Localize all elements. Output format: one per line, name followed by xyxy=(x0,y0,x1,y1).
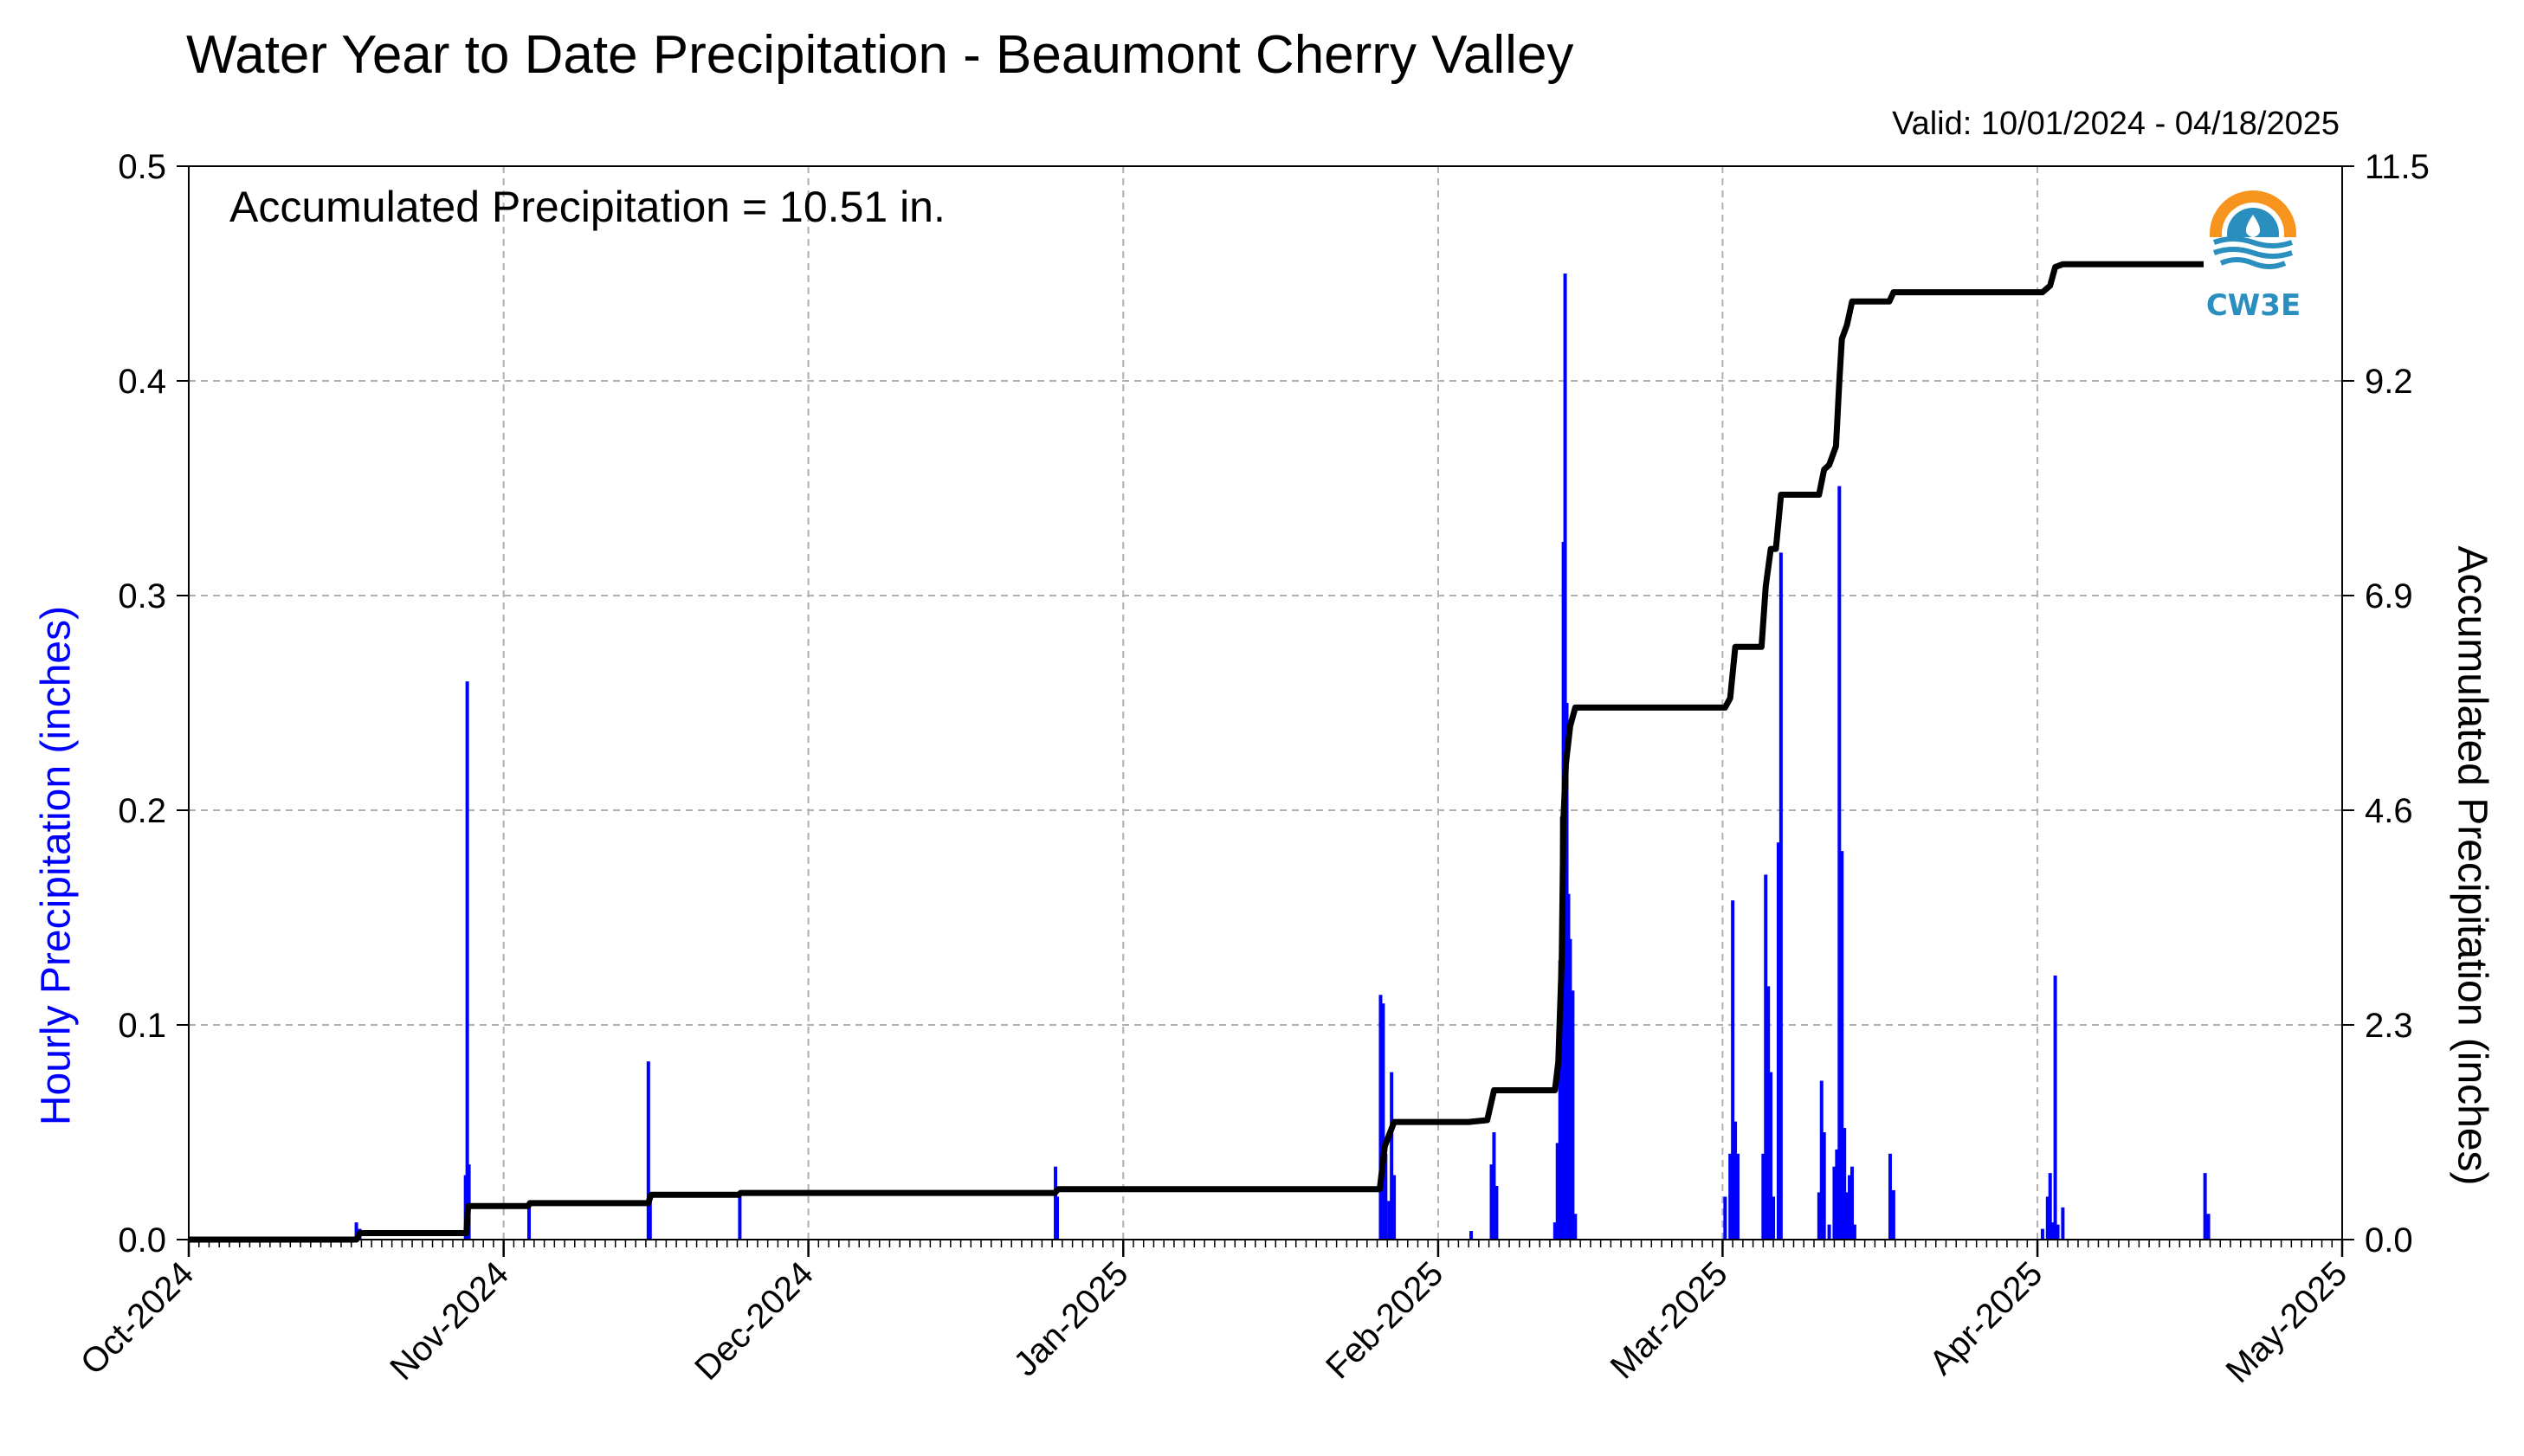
precip-bar xyxy=(2203,1173,2207,1240)
right-y-tick-label: 11.5 xyxy=(2365,148,2430,186)
left-y-tick-label: 0.5 xyxy=(118,148,166,186)
x-tick-label: Oct-2024 xyxy=(74,1254,201,1382)
precip-bar xyxy=(1778,552,1783,1240)
precip-bar xyxy=(1392,1175,1397,1240)
left-y-tick-label: 0.2 xyxy=(118,792,166,830)
precip-bar xyxy=(1555,1143,1559,1240)
accumulated-total-annotation: Accumulated Precipitation = 10.51 in. xyxy=(229,183,946,231)
precip-bar xyxy=(1390,1072,1394,1240)
right-y-axis-label: Accumulated Precipitation (inches) xyxy=(2449,545,2495,1186)
left-y-tick-label: 0.4 xyxy=(118,363,166,401)
precip-bar xyxy=(2053,975,2057,1240)
precip-bar xyxy=(1381,1003,1385,1240)
axis-ticks xyxy=(177,165,2354,1257)
precip-bar xyxy=(1494,1186,1499,1240)
x-tick-label: Apr-2025 xyxy=(1922,1254,2050,1382)
precip-bar xyxy=(1568,938,1572,1240)
precip-bar xyxy=(1378,995,1383,1240)
precip-bar xyxy=(1772,1196,1776,1240)
precip-bar xyxy=(2040,1228,2044,1240)
precip-bar xyxy=(2045,1196,2050,1240)
precip-bar xyxy=(738,1196,742,1240)
precip-bar xyxy=(1835,1149,1839,1240)
precip-bar xyxy=(1832,1166,1837,1240)
precip-bar xyxy=(648,1196,652,1240)
precip-bar xyxy=(526,1207,531,1240)
precip-bar xyxy=(1843,1128,1847,1240)
x-tick-label: Nov-2024 xyxy=(383,1254,516,1388)
right-y-tick-labels: 0.0 2.3 4.6 6.9 9.2 11.5 xyxy=(2365,148,2430,1260)
precip-bar xyxy=(2206,1214,2211,1240)
precip-bar xyxy=(1769,1072,1773,1240)
left-y-tick-labels: 0.0 0.1 0.2 0.3 0.4 0.5 xyxy=(118,148,166,1260)
precip-bar xyxy=(646,1061,650,1240)
precip-bar xyxy=(1731,900,1735,1240)
x-tick-labels: Oct-2024 Nov-2024 Dec-2024 Jan-2025 Feb-2025… xyxy=(74,1254,2354,1390)
left-y-tick-label: 0.1 xyxy=(118,1007,166,1045)
x-tick-label: Jan-2025 xyxy=(1007,1254,1136,1383)
precip-bar xyxy=(1571,990,1575,1240)
precip-bar xyxy=(1492,1132,1496,1240)
precip-bar xyxy=(1849,1166,1854,1240)
right-y-tick-label: 0.0 xyxy=(2365,1221,2413,1260)
precip-bar xyxy=(465,681,469,1240)
valid-date-range: Valid: 10/01/2024 - 04/18/2025 xyxy=(1892,106,2340,142)
precip-bar xyxy=(1469,1231,1474,1240)
right-y-tick-label: 4.6 xyxy=(2365,792,2413,830)
precip-bar xyxy=(1891,1189,1895,1240)
left-y-axis-label: Hourly Precipitation (inches) xyxy=(33,605,80,1126)
precip-bar xyxy=(1852,1224,1856,1240)
precip-bar xyxy=(1761,1153,1766,1240)
x-tick-label: May-2025 xyxy=(2218,1254,2354,1390)
x-tick-label: Mar-2025 xyxy=(1604,1254,1735,1386)
precip-bar xyxy=(1827,1224,1831,1240)
precip-bar xyxy=(1817,1192,1821,1240)
precip-bar xyxy=(1776,842,1780,1240)
precip-bar xyxy=(1723,1196,1727,1240)
precip-bar xyxy=(1573,1214,1578,1240)
plot-frame xyxy=(188,165,2343,1240)
precip-bar xyxy=(1845,1192,1849,1240)
accumulated-precipitation-line xyxy=(189,256,2213,1243)
precip-bar xyxy=(1822,1132,1826,1240)
precip-bar xyxy=(1728,1153,1733,1240)
precip-bar xyxy=(2050,1222,2055,1240)
right-y-tick-label: 6.9 xyxy=(2365,577,2413,615)
left-y-tick-label: 0.3 xyxy=(118,577,166,615)
cw3e-logo-icon xyxy=(2204,190,2303,286)
precip-bar xyxy=(1848,1175,1852,1240)
precip-bar xyxy=(1840,851,1844,1240)
x-tick-label: Dec-2024 xyxy=(687,1254,821,1388)
precip-bar xyxy=(1552,1222,1557,1240)
precip-bar xyxy=(2048,1173,2052,1240)
precip-bar xyxy=(467,1164,471,1240)
right-y-tick-label: 9.2 xyxy=(2365,363,2413,401)
precip-bar xyxy=(354,1222,358,1240)
cw3e-logo-text: CW3E xyxy=(2205,288,2301,323)
precip-bar xyxy=(1733,1121,1738,1240)
precip-bar xyxy=(1819,1080,1824,1240)
precip-bar xyxy=(1055,1196,1060,1240)
hourly-precipitation-series xyxy=(354,274,2211,1240)
cw3e-logo: CW3E xyxy=(2204,182,2303,323)
precip-bar xyxy=(1837,486,1842,1240)
precip-bar xyxy=(2061,1207,2065,1240)
precip-bar xyxy=(1764,874,1768,1240)
precip-bar xyxy=(2056,1224,2060,1240)
precip-bar xyxy=(1888,1153,1892,1240)
precip-bar xyxy=(1384,1153,1388,1240)
right-y-tick-label: 2.3 xyxy=(2365,1007,2413,1045)
precip-bar xyxy=(1489,1164,1494,1240)
chart-title: Water Year to Date Precipitation - Beaum… xyxy=(186,25,1574,85)
left-y-tick-label: 0.0 xyxy=(118,1221,166,1260)
x-tick-label: Feb-2025 xyxy=(1319,1254,1450,1386)
precip-bar xyxy=(1387,1201,1391,1240)
grid-lines xyxy=(189,166,2342,1240)
precip-bar xyxy=(1735,1153,1740,1240)
precip-bar xyxy=(1766,986,1771,1240)
